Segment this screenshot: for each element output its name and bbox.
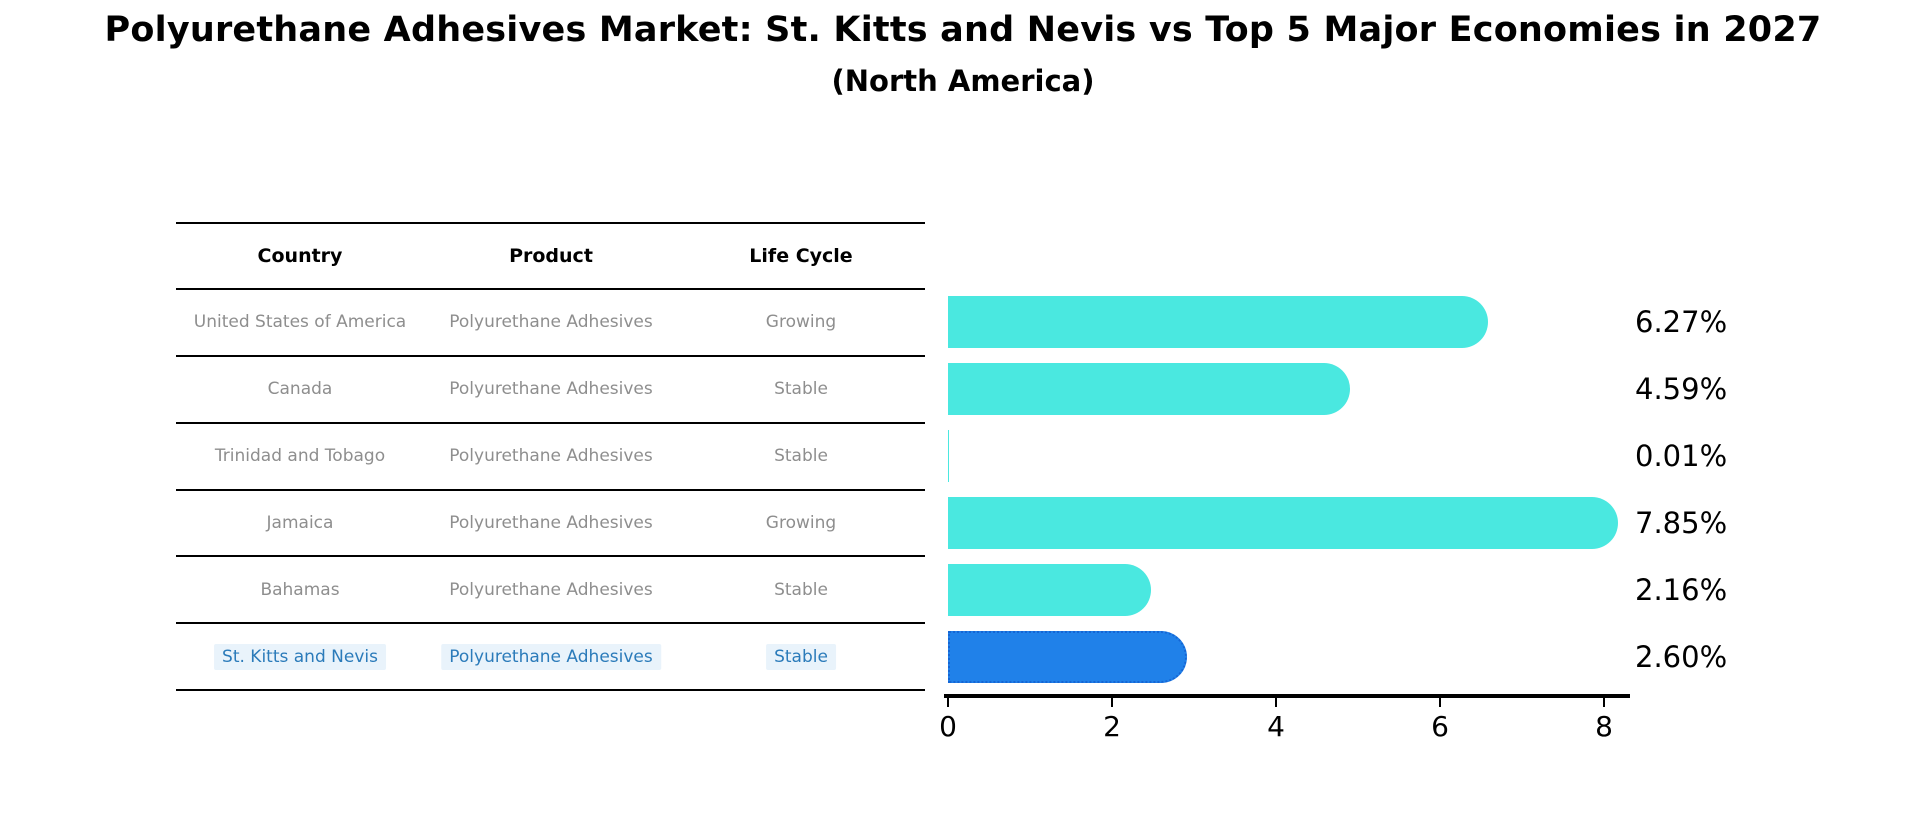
bar xyxy=(948,497,1618,549)
table-rule xyxy=(176,689,925,691)
table-rule xyxy=(176,354,925,357)
cell-country: St. Kitts and Nevis xyxy=(214,643,386,670)
x-axis-tick xyxy=(1603,694,1605,707)
cell-country: United States of America xyxy=(193,312,407,333)
bar xyxy=(948,296,1488,348)
bar-value-label: 2.60% xyxy=(1635,639,1728,674)
bar-highlight xyxy=(948,631,1187,683)
cell-lifecycle: Growing xyxy=(765,312,837,333)
table-rule xyxy=(176,222,925,224)
table-rule xyxy=(176,288,925,290)
cell-product: Polyurethane Adhesives xyxy=(449,446,653,467)
x-axis-tick-label: 6 xyxy=(1431,710,1449,743)
column-header-product: Product xyxy=(509,245,593,267)
table-rule xyxy=(176,488,925,491)
cell-lifecycle: Stable xyxy=(774,446,828,467)
bar-value-label: 2.16% xyxy=(1635,572,1728,607)
x-axis-tick-label: 2 xyxy=(1103,710,1121,743)
x-axis-tick-label: 4 xyxy=(1267,710,1285,743)
bar-value-label: 0.01% xyxy=(1635,439,1728,474)
x-axis-line xyxy=(944,694,1630,698)
x-axis-tick xyxy=(1439,694,1441,707)
bar xyxy=(948,564,1151,616)
x-axis-tick xyxy=(1111,694,1113,707)
bar xyxy=(948,363,1350,415)
cell-country: Bahamas xyxy=(260,579,340,600)
cell-product: Polyurethane Adhesives xyxy=(449,512,653,533)
x-axis-tick xyxy=(1275,694,1277,707)
cell-product: Polyurethane Adhesives xyxy=(449,379,653,400)
cell-product: Polyurethane Adhesives xyxy=(449,579,653,600)
column-header-lifecycle: Life Cycle xyxy=(749,245,853,267)
table-rule xyxy=(176,622,925,625)
bar-value-label: 6.27% xyxy=(1635,305,1728,340)
bar-value-label: 4.59% xyxy=(1635,372,1728,407)
cell-country: Trinidad and Tobago xyxy=(214,446,386,467)
bar-value-label: 7.85% xyxy=(1635,505,1728,540)
cell-country: Canada xyxy=(267,379,333,400)
cell-country: Jamaica xyxy=(266,512,334,533)
table-rule xyxy=(176,421,925,424)
column-header-country: Country xyxy=(257,245,343,267)
bar xyxy=(948,430,949,482)
chart-title: Polyurethane Adhesives Market: St. Kitts… xyxy=(104,10,1822,50)
cell-product: Polyurethane Adhesives xyxy=(449,312,653,333)
x-axis-tick-label: 8 xyxy=(1595,710,1613,743)
cell-lifecycle: Stable xyxy=(774,579,828,600)
cell-product: Polyurethane Adhesives xyxy=(441,643,661,670)
x-axis-tick xyxy=(947,694,949,707)
chart-subtitle: (North America) xyxy=(831,64,1095,98)
cell-lifecycle: Stable xyxy=(766,643,836,670)
x-axis-tick-label: 0 xyxy=(939,710,957,743)
table-rule xyxy=(176,555,925,558)
cell-lifecycle: Stable xyxy=(774,379,828,400)
cell-lifecycle: Growing xyxy=(765,512,837,533)
